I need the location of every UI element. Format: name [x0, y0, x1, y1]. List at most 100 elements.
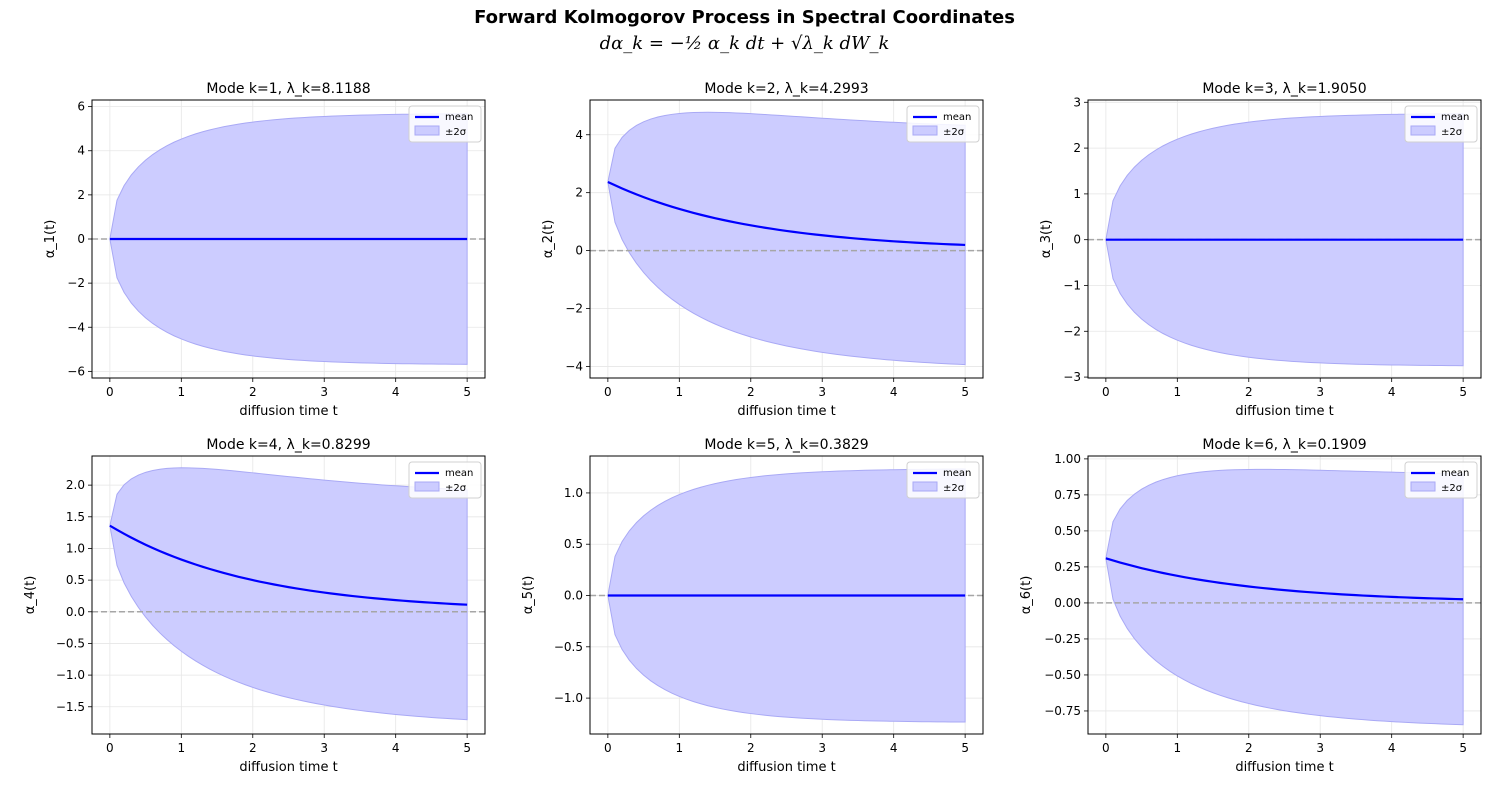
figure-title: Forward Kolmogorov Process in Spectral C… — [474, 7, 1015, 28]
x-tick-label: 0 — [106, 741, 114, 755]
y-tick-label: −2 — [67, 276, 85, 290]
legend-band-label: ±2σ — [1441, 127, 1463, 138]
x-tick-label: 4 — [392, 741, 400, 755]
x-tick-label: 1 — [177, 385, 185, 399]
x-tick-label: 5 — [961, 385, 969, 399]
y-tick-label: 6 — [77, 100, 85, 114]
legend: mean ±2σ — [906, 105, 980, 143]
legend-mean-label: mean — [943, 468, 971, 479]
y-tick-label: −4 — [565, 359, 583, 373]
y-axis-label: α_3(t) — [1039, 220, 1054, 259]
x-tick-label: 1 — [675, 385, 683, 399]
y-tick-label: 1.5 — [66, 510, 85, 524]
x-tick-label: 0 — [1102, 385, 1110, 399]
x-tick-label: 2 — [1245, 741, 1253, 755]
y-tick-label: −2 — [565, 302, 583, 316]
y-tick-label: 0 — [575, 244, 583, 258]
axes-frame — [91, 455, 486, 735]
y-tick-label: −1 — [1063, 278, 1081, 292]
subplot-3: 0 1 2 3 4 5 −3 −2 −1 0 1 2 3 Mode k=3, λ_k=1.9050diff… — [1039, 81, 1482, 419]
legend-mean-label: mean — [1441, 112, 1469, 123]
x-tick-label: 3 — [818, 741, 826, 755]
legend: mean ±2σ — [1404, 105, 1478, 143]
x-tick-label: 2 — [249, 385, 257, 399]
legend: mean ±2σ — [906, 461, 980, 499]
x-tick-label: 2 — [747, 385, 755, 399]
y-tick-label: −1.5 — [56, 700, 85, 714]
y-tick-label: 2 — [575, 186, 583, 200]
legend-band-label: ±2σ — [445, 127, 467, 138]
x-tick-label: 5 — [463, 741, 471, 755]
x-tick-label: 4 — [890, 385, 898, 399]
axes-frame — [1087, 99, 1482, 379]
x-tick-label: 0 — [1102, 741, 1110, 755]
sigma-band — [109, 467, 468, 721]
x-tick-label: 0 — [604, 741, 612, 755]
legend-band-swatch — [1410, 125, 1436, 136]
x-tick-label: 0 — [604, 385, 612, 399]
x-axis-label: diffusion time t — [239, 404, 337, 419]
legend: mean ±2σ — [1404, 461, 1478, 499]
y-tick-label: 0.00 — [1054, 596, 1081, 610]
x-tick-label: 4 — [1388, 741, 1396, 755]
y-tick-label: 0.25 — [1054, 560, 1081, 574]
legend-band-label: ±2σ — [943, 483, 965, 494]
x-tick-label: 1 — [177, 741, 185, 755]
x-axis-label: diffusion time t — [737, 760, 835, 775]
x-tick-label: 2 — [747, 741, 755, 755]
x-tick-label: 2 — [249, 741, 257, 755]
y-axis-label: α_2(t) — [541, 220, 556, 259]
y-tick-label: −0.50 — [1044, 668, 1081, 682]
y-tick-label: 0.50 — [1054, 524, 1081, 538]
x-tick-label: 1 — [675, 741, 683, 755]
x-tick-label: 3 — [818, 385, 826, 399]
axes-frame — [589, 99, 984, 379]
legend: mean ±2σ — [408, 461, 482, 499]
x-tick-label: 0 — [106, 385, 114, 399]
y-tick-label: 0.0 — [564, 589, 583, 603]
y-tick-label: 0.75 — [1054, 488, 1081, 502]
y-tick-label: −4 — [67, 320, 85, 334]
subplot-title: Mode k=3, λ_k=1.9050 — [1202, 81, 1366, 97]
y-tick-label: 1.00 — [1054, 452, 1081, 466]
subplot-title: Mode k=2, λ_k=4.2993 — [704, 81, 868, 97]
axes-frame — [589, 455, 984, 735]
legend-band-swatch — [912, 125, 938, 136]
legend-band-swatch — [912, 481, 938, 492]
x-tick-label: 1 — [1173, 385, 1181, 399]
y-axis-label: α_5(t) — [521, 576, 536, 615]
y-tick-label: 2 — [1073, 141, 1081, 155]
y-tick-label: −3 — [1063, 370, 1081, 384]
legend-band-swatch — [414, 125, 440, 136]
y-tick-label: 2 — [77, 188, 85, 202]
subplot-5: 0 1 2 3 4 5 −1.0 −0.5 0.0 0.5 1.0 Mode k=5, λ_k=0.3… — [521, 437, 984, 775]
x-axis-label: diffusion time t — [737, 404, 835, 419]
x-tick-label: 3 — [320, 385, 328, 399]
legend-mean-label: mean — [445, 468, 473, 479]
legend: mean ±2σ — [408, 105, 482, 143]
y-tick-label: 1.0 — [66, 541, 85, 555]
subplot-title: Mode k=5, λ_k=0.3829 — [704, 437, 868, 453]
y-tick-label: −0.5 — [554, 640, 583, 654]
x-tick-label: 1 — [1173, 741, 1181, 755]
figure-equation: dα_k = −½ α_k dt + √λ_k dW_k — [599, 33, 890, 54]
y-tick-label: −1.0 — [554, 691, 583, 705]
y-tick-label: 4 — [575, 128, 583, 142]
legend-band-label: ±2σ — [943, 127, 965, 138]
legend-mean-label: mean — [943, 112, 971, 123]
y-tick-label: −6 — [67, 364, 85, 378]
x-tick-label: 3 — [1316, 741, 1324, 755]
x-axis-label: diffusion time t — [1235, 404, 1333, 419]
y-tick-label: 2.0 — [66, 478, 85, 492]
y-tick-label: 4 — [77, 144, 85, 158]
x-tick-label: 4 — [890, 741, 898, 755]
y-tick-label: 3 — [1073, 95, 1081, 109]
y-axis-label: α_6(t) — [1019, 576, 1034, 615]
x-tick-label: 5 — [1459, 385, 1467, 399]
y-tick-label: −2 — [1063, 324, 1081, 338]
x-tick-label: 2 — [1245, 385, 1253, 399]
y-tick-label: 0 — [77, 232, 85, 246]
y-tick-label: 0.5 — [66, 573, 85, 587]
x-tick-label: 4 — [392, 385, 400, 399]
